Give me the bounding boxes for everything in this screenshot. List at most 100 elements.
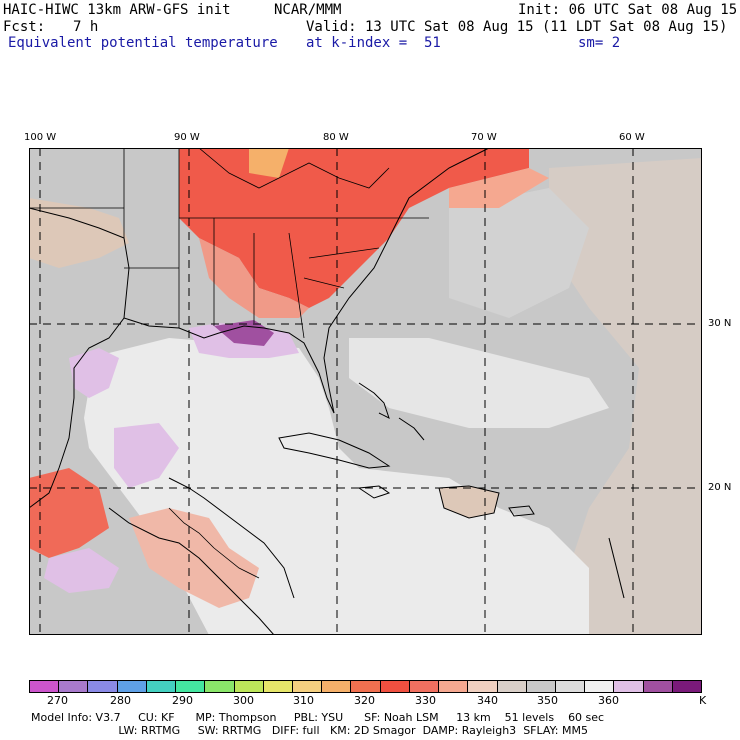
bahamas-outline-2 <box>398 417 425 441</box>
carolina-coast <box>398 148 490 219</box>
model-info-line2: LW: RRTMG SW: RRTMG DIFF: full KM: 2D Sm… <box>31 724 588 737</box>
colorbar-swatch <box>205 681 235 692</box>
fcst-label: Fcst: <box>3 19 46 35</box>
info-dt: 60 sec <box>568 711 605 724</box>
central-america-pacific-coast <box>108 507 275 635</box>
colorbar-swatch <box>439 681 469 692</box>
central-america-warm <box>129 508 259 608</box>
atlantic-gray-patch <box>449 188 589 318</box>
colorbar-swatch <box>672 681 702 692</box>
atlantic-light-band <box>349 338 609 428</box>
colorbar-label: 320 <box>354 694 375 707</box>
info-levels: 51 levels <box>504 711 555 724</box>
colorbar-label: 300 <box>233 694 254 707</box>
colorbar-swatch <box>497 681 527 692</box>
colorbar-label: 310 <box>293 694 314 707</box>
colorbar-swatch <box>146 681 177 692</box>
lon-label-90w: 90 W <box>174 132 200 143</box>
field-name: Equivalent potential temperature <box>8 35 278 51</box>
colorbar-label: 270 <box>47 694 68 707</box>
colorbar-label: 330 <box>415 694 436 707</box>
se-us-salmon-field <box>199 238 309 318</box>
cuba-outline <box>278 432 391 469</box>
colorbar-swatch <box>555 681 586 692</box>
gulf-north-coast <box>123 317 335 414</box>
colorbar-swatch <box>117 681 147 692</box>
info-sw: SW: RRTMG <box>197 724 262 737</box>
theta-e-map <box>29 148 702 635</box>
lon-label-100w: 100 W <box>24 132 57 143</box>
colorbar-swatch <box>88 681 118 692</box>
org-label: NCAR/MMM <box>274 2 342 18</box>
smooth-label: sm= 2 <box>578 35 621 51</box>
lon-label-80w: 80 W <box>323 132 349 143</box>
info-lw: LW: RRTMG <box>118 724 181 737</box>
colorbar-swatch <box>263 681 293 692</box>
border-10 <box>308 247 380 259</box>
colorbar-label: 280 <box>110 694 131 707</box>
mexico-warm-field <box>29 468 109 558</box>
colorbar-swatch <box>30 681 60 692</box>
se-us-orange-spot <box>249 148 289 178</box>
colorbar-swatch <box>234 681 264 692</box>
se-us-warm-field <box>179 148 529 308</box>
model-title: HAIC-HIWC 13km ARW-GFS init <box>3 2 231 18</box>
info-res: 13 km <box>456 711 491 724</box>
colorbar-swatch <box>585 681 615 692</box>
info-sflay: SFLAY: MM5 <box>523 724 588 737</box>
fcst-value: 7 h <box>73 19 99 35</box>
borders <box>29 148 429 579</box>
colorbar-swatch <box>526 681 556 692</box>
colorbar-label: 350 <box>537 694 558 707</box>
mexico-east-coast <box>29 207 130 509</box>
valid-time: Valid: 13 UTC Sat 08 Aug 15 (11 LDT Sat … <box>306 19 728 35</box>
colorbar-swatch <box>322 681 352 692</box>
init-time: Init: 06 UTC Sat 08 Aug 15 <box>518 2 738 18</box>
colorbar-swatch <box>468 681 498 692</box>
colorbar <box>29 680 702 693</box>
border-9 <box>303 277 345 289</box>
map-frame <box>29 148 702 635</box>
level-label: at k-index = 51 <box>306 35 441 51</box>
colorbar-label: 340 <box>477 694 498 707</box>
info-damp: DAMP: Rayleigh3 <box>422 724 517 737</box>
colorbar-swatch <box>409 681 440 692</box>
border-12 <box>168 507 215 549</box>
lat-label-30n: 30 N <box>708 318 732 329</box>
florida-atlantic-coast <box>323 217 400 414</box>
colorbar-swatch <box>351 681 381 692</box>
info-mp: MP: Thompson <box>195 711 277 724</box>
texas-tan-field <box>29 198 129 268</box>
lat-label-20n: 20 N <box>708 482 732 493</box>
bahamas-outline-1 <box>358 382 390 419</box>
model-info-line1: Model Info: V3.7 CU: KF MP: Thompson PBL… <box>31 711 604 724</box>
border-13 <box>213 547 260 579</box>
info-model: Model Info: V3.7 <box>31 711 121 724</box>
lon-label-70w: 70 W <box>471 132 497 143</box>
mexico-south-lavender <box>44 548 119 593</box>
info-km: KM: 2D Smagor <box>330 724 416 737</box>
carolina-salmon-field <box>449 168 549 208</box>
colorbar-label: 360 <box>598 694 619 707</box>
colorbar-swatch <box>643 681 673 692</box>
jamaica-outline <box>357 485 391 499</box>
yucatan-lavender <box>114 423 179 488</box>
info-pbl: PBL: YSU <box>293 711 344 724</box>
colorbar-swatch <box>614 681 644 692</box>
colorbar-swatch <box>176 681 206 692</box>
coastlines <box>29 148 625 635</box>
border-11 <box>198 148 390 189</box>
hispaniola-outline <box>438 485 500 519</box>
info-diff: DIFF: full <box>271 724 320 737</box>
lesser-antilles <box>608 537 625 599</box>
info-cu: CU: KF <box>138 711 175 724</box>
atlantic-tan-field <box>549 158 702 635</box>
lon-label-60w: 60 W <box>619 132 645 143</box>
colorbar-swatch <box>380 681 410 692</box>
hispaniola-tan <box>439 486 499 518</box>
colorbar-swatch <box>59 681 89 692</box>
puerto-rico-outline <box>508 505 535 517</box>
central-america-caribbean-coast <box>168 477 295 599</box>
colorbar-label: 290 <box>172 694 193 707</box>
border-8 <box>288 232 305 339</box>
